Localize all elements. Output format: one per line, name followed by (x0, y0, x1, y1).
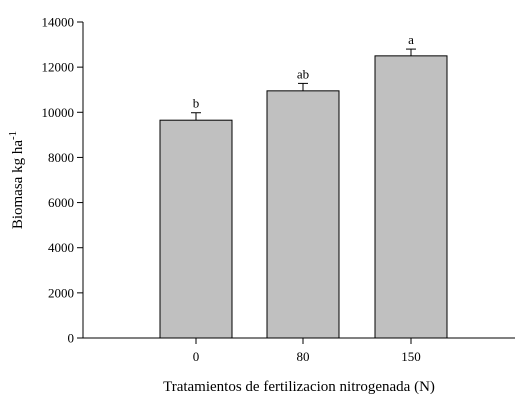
significance-label: b (193, 96, 200, 111)
bar (159, 119, 233, 339)
significance-label: a (408, 32, 414, 47)
significance-label: ab (297, 66, 309, 81)
x-tick-label: 150 (401, 349, 421, 364)
x-axis-ticks: 0 80 150 (193, 338, 421, 364)
bars-group: b ab a (159, 32, 448, 339)
y-tick-label: 10000 (42, 105, 75, 120)
x-tick-label: 80 (297, 349, 310, 364)
x-axis-title: Tratamientos de fertilizacion nitrogenad… (163, 379, 435, 395)
y-tick-label: 4000 (48, 240, 74, 255)
x-tick-label: 0 (193, 349, 200, 364)
y-tick-label: 2000 (48, 285, 74, 300)
bar (374, 55, 448, 339)
y-tick-label: 14000 (42, 15, 75, 30)
y-axis-title-main: Biomasa kg ha (10, 140, 26, 229)
y-tick-label: 8000 (48, 150, 74, 165)
y-tick-label: 12000 (42, 60, 75, 75)
y-axis-title: Biomasa kg ha-1 (7, 131, 26, 229)
y-axis-title-superscript: -1 (7, 131, 19, 140)
y-axis-ticks: 0 2000 4000 6000 8000 10000 12000 14000 (42, 15, 83, 346)
bar (266, 90, 340, 339)
y-tick-label: 0 (68, 331, 75, 346)
y-tick-label: 6000 (48, 195, 74, 210)
